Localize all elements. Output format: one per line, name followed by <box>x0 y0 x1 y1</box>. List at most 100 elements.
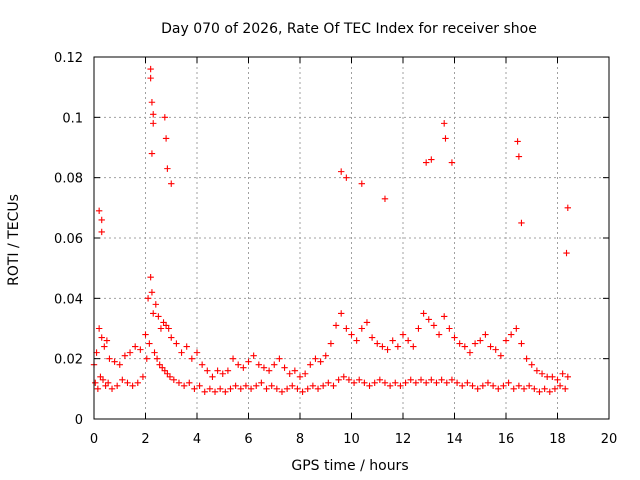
data-point <box>148 99 156 106</box>
data-point <box>139 373 147 380</box>
x-tick-label: 6 <box>244 432 252 447</box>
data-point <box>319 382 327 390</box>
data-point <box>129 382 136 390</box>
data-point <box>263 385 270 393</box>
data-point <box>325 379 332 386</box>
data-point <box>505 379 512 386</box>
data-point <box>148 150 156 157</box>
data-point <box>168 334 175 341</box>
data-point <box>211 388 219 396</box>
data-point <box>250 352 257 359</box>
data-point <box>108 385 116 393</box>
data-point <box>361 379 368 386</box>
data-point <box>121 352 129 359</box>
data-point <box>304 385 311 393</box>
data-point <box>314 385 322 393</box>
x-tick-label: 0 <box>90 432 98 447</box>
data-point <box>101 343 108 350</box>
data-point <box>126 349 134 356</box>
data-point <box>180 382 188 390</box>
data-point <box>106 355 113 362</box>
data-point <box>528 361 535 368</box>
data-point <box>276 355 283 362</box>
data-point <box>549 373 556 380</box>
data-point <box>153 355 161 362</box>
data-point <box>384 346 391 353</box>
data-point <box>150 111 157 118</box>
data-point <box>353 337 360 344</box>
data-point <box>196 382 203 390</box>
data-point <box>507 331 515 338</box>
data-point <box>164 165 171 172</box>
data-point <box>214 367 221 374</box>
data-point <box>536 388 543 396</box>
data-point <box>245 358 252 365</box>
data-point <box>237 385 244 393</box>
data-point <box>206 385 214 393</box>
data-point <box>144 295 152 302</box>
data-point <box>487 343 494 350</box>
data-point <box>283 385 291 393</box>
data-point <box>479 382 487 390</box>
data-point <box>348 331 355 338</box>
data-point <box>477 337 484 344</box>
data-point <box>433 379 440 386</box>
data-point <box>538 370 546 377</box>
data-point <box>146 340 153 347</box>
data-point <box>448 159 456 166</box>
data-point <box>430 322 438 329</box>
data-point <box>111 358 118 365</box>
data-point <box>92 379 99 386</box>
data-point <box>492 346 499 353</box>
data-point <box>170 376 178 383</box>
data-point <box>151 349 158 356</box>
data-point <box>531 385 538 393</box>
data-point <box>417 376 425 383</box>
data-point <box>525 382 533 390</box>
data-point <box>514 138 521 145</box>
data-point <box>278 388 286 396</box>
data-point <box>317 358 324 365</box>
data-point <box>442 135 449 142</box>
data-point <box>335 376 342 383</box>
data-point <box>500 382 507 390</box>
data-point <box>191 385 198 393</box>
data-point <box>294 385 301 393</box>
x-tick-label: 16 <box>498 432 515 447</box>
data-point <box>198 361 206 368</box>
data-point <box>451 334 458 341</box>
data-point <box>113 382 121 390</box>
data-point <box>147 274 154 281</box>
data-point <box>219 370 226 377</box>
axes <box>93 56 610 420</box>
data-point <box>386 382 394 390</box>
data-point <box>438 376 445 383</box>
data-point <box>98 334 105 341</box>
y-tick-label: 0.1 <box>62 111 83 126</box>
data-point <box>142 331 149 338</box>
data-point <box>119 376 126 383</box>
data-point <box>338 310 345 317</box>
data-point <box>381 195 389 202</box>
data-point <box>469 382 476 390</box>
data-point <box>204 367 211 374</box>
data-point <box>104 379 112 386</box>
x-tick-label: 4 <box>193 432 201 447</box>
data-point <box>363 319 371 326</box>
data-point <box>425 316 432 323</box>
data-point <box>564 373 571 380</box>
data-point <box>515 153 523 160</box>
data-point <box>103 337 111 344</box>
data-point <box>95 207 103 215</box>
x-tick-label: 18 <box>549 432 566 447</box>
y-tick-label: 0.06 <box>54 232 83 247</box>
data-point <box>178 349 185 356</box>
data-point <box>224 367 232 374</box>
data-point <box>446 325 453 332</box>
data-point <box>175 379 183 386</box>
data-point <box>510 385 517 393</box>
data-point <box>209 373 216 380</box>
data-point <box>148 289 156 296</box>
data-point <box>356 376 363 383</box>
data-point <box>124 379 131 386</box>
